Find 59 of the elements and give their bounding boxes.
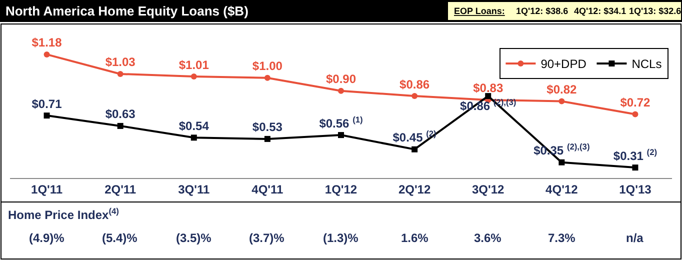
- point: [264, 136, 270, 142]
- data-label: $0.90: [326, 72, 356, 86]
- legend-label: 90+DPD: [540, 57, 587, 72]
- data-label: $0.71: [32, 96, 62, 111]
- point: [264, 74, 270, 81]
- x-tick-label: 4Q'12: [546, 182, 578, 196]
- point: [558, 98, 565, 104]
- text: (3.5)%: [176, 231, 212, 245]
- x-tick-label: 3Q'11: [178, 182, 210, 196]
- data-label: $0.53: [252, 120, 283, 134]
- text: Home Price Index$^{(4)}$: [8, 206, 120, 222]
- point: [412, 93, 418, 100]
- point: [190, 74, 197, 80]
- data-label: $1.01: [178, 58, 210, 72]
- x-tick-label: 2Q'12: [398, 182, 431, 196]
- text: 3.6%: [474, 231, 502, 245]
- data-label: $0.63: [105, 107, 136, 122]
- point: [338, 132, 344, 138]
- text: (3.7)%: [249, 231, 285, 245]
- data-label: $1.00: [252, 59, 283, 74]
- text: 7.3%: [548, 231, 576, 245]
- data-label: $0.56 $^{(1)}$: [319, 114, 364, 130]
- data-label: $0.45 $^{(2)}$: [392, 128, 437, 145]
- text: (5.4)%: [102, 231, 138, 245]
- point: [412, 146, 418, 152]
- point: [117, 122, 124, 129]
- point: [485, 93, 492, 100]
- text: (1.3)%: [323, 231, 359, 245]
- text: EOP Loans:: [454, 6, 505, 16]
- data-label: $0.54: [178, 118, 210, 133]
- chart-title: North America Home Equity Loans ($B): [5, 4, 248, 19]
- x-tick-label: 1Q'13: [619, 182, 652, 196]
- text: 4Q'12: $34.1: [574, 6, 626, 16]
- point: [632, 111, 638, 118]
- x-tick-label: 4Q'11: [252, 182, 284, 196]
- point: [190, 134, 197, 141]
- data-label: $0.82: [546, 82, 578, 96]
- data-label: $1.03: [105, 55, 136, 70]
- data-label: $0.31 $^{(2)}$: [613, 146, 658, 163]
- text: 1Q'12: $38.6: [516, 6, 568, 16]
- data-label: $1.18: [32, 36, 62, 50]
- data-label: $0.86: [400, 77, 430, 92]
- data-label: $0.72: [620, 96, 651, 110]
- text: 1.6%: [401, 231, 429, 245]
- x-tick-label: 1Q'12: [324, 182, 358, 196]
- point: [338, 88, 344, 94]
- text: (4.9)%: [29, 231, 65, 245]
- text: 1Q'13: $32.6: [629, 6, 682, 16]
- text: n/a: [626, 231, 644, 245]
- legend-label: NCLs: [632, 57, 662, 72]
- x-tick-label: 1Q'11: [31, 182, 63, 196]
- x-tick-label: 3Q'12: [472, 182, 505, 196]
- data-label: $0.83: [473, 81, 504, 96]
- point: [44, 51, 50, 58]
- point: [632, 164, 638, 171]
- point: [44, 112, 50, 119]
- x-tick-label: 2Q'11: [104, 182, 136, 196]
- point: [558, 159, 565, 166]
- point: [117, 70, 124, 77]
